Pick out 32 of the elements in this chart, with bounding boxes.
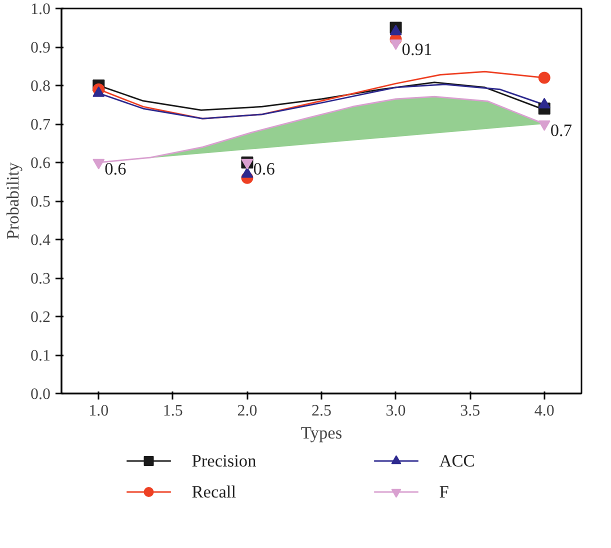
y-tick-label: 0.4 <box>30 232 50 249</box>
data-label: 0.6 <box>253 160 276 178</box>
y-tick-label: 0.2 <box>30 309 50 326</box>
x-tick-label: 4.0 <box>534 402 554 420</box>
y-tick-label: 0.6 <box>30 155 50 172</box>
data-label: 0.6 <box>104 160 127 178</box>
x-tick-label: 1.5 <box>162 402 183 420</box>
point <box>92 158 105 170</box>
x-tick-label: 2.0 <box>237 402 258 420</box>
point <box>538 120 550 131</box>
y-tick-label: 0.3 <box>30 270 50 288</box>
point <box>390 39 402 50</box>
x-tick-label: 3.5 <box>460 402 480 420</box>
y-tick-label: 0.8 <box>30 78 50 95</box>
x-tick-label: 3.0 <box>386 402 406 420</box>
y-tick-label: 0.5 <box>30 194 50 210</box>
y-tick-label: 1.0 <box>30 1 50 18</box>
x-tick-label: 2.5 <box>312 402 332 420</box>
legend-label: ACC <box>439 452 475 470</box>
x-tick-label: 1.0 <box>88 402 109 420</box>
y-axis-title: Probability <box>4 162 22 240</box>
y-tick-label: 0.0 <box>30 386 50 403</box>
legend-label: F <box>439 482 450 502</box>
y-tick-label: 0.7 <box>30 116 50 134</box>
legend-label: Precision <box>192 452 257 470</box>
legend-label: Recall <box>192 482 236 502</box>
y-tick-label: 0.9 <box>30 40 50 56</box>
y-tick-label: 0.1 <box>30 348 50 364</box>
point <box>538 72 550 84</box>
x-axis-title: Types <box>300 424 342 442</box>
data-label: 0.91 <box>402 40 432 60</box>
data-label: 0.7 <box>550 121 572 140</box>
